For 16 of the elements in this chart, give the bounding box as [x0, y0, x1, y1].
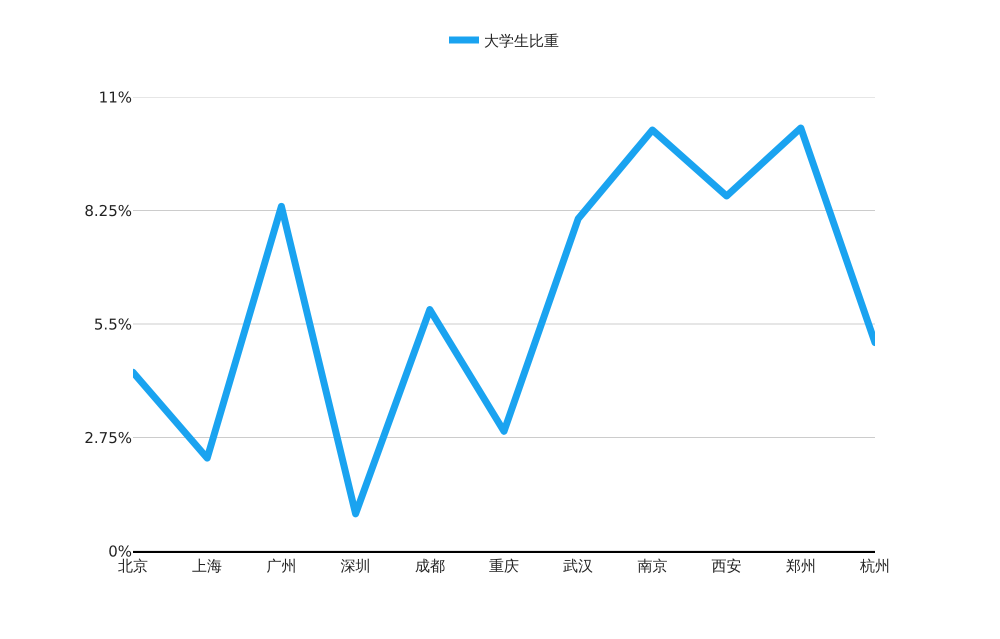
- x-tick-label: 南京: [637, 557, 668, 575]
- x-tick-label: 武汉: [563, 557, 594, 575]
- x-tick-label: 广州: [266, 557, 296, 575]
- x-tick-label: 深圳: [340, 557, 371, 575]
- x-tick-label: 北京: [118, 557, 148, 575]
- y-tick-label: 5.5%: [94, 315, 132, 334]
- y-tick-label: 8.25%: [84, 202, 132, 220]
- y-tick-label: 2.75%: [84, 428, 132, 447]
- y-tick-label: 11%: [98, 88, 132, 106]
- x-tick-label: 西安: [712, 557, 742, 575]
- x-tick-label: 重庆: [489, 557, 519, 575]
- x-tick-label: 上海: [192, 557, 222, 575]
- legend-label: 大学生比重: [484, 32, 559, 50]
- x-tick-label: 郑州: [786, 557, 816, 575]
- x-tick-label: 成都: [414, 557, 445, 575]
- x-tick-label: 杭州: [859, 557, 890, 575]
